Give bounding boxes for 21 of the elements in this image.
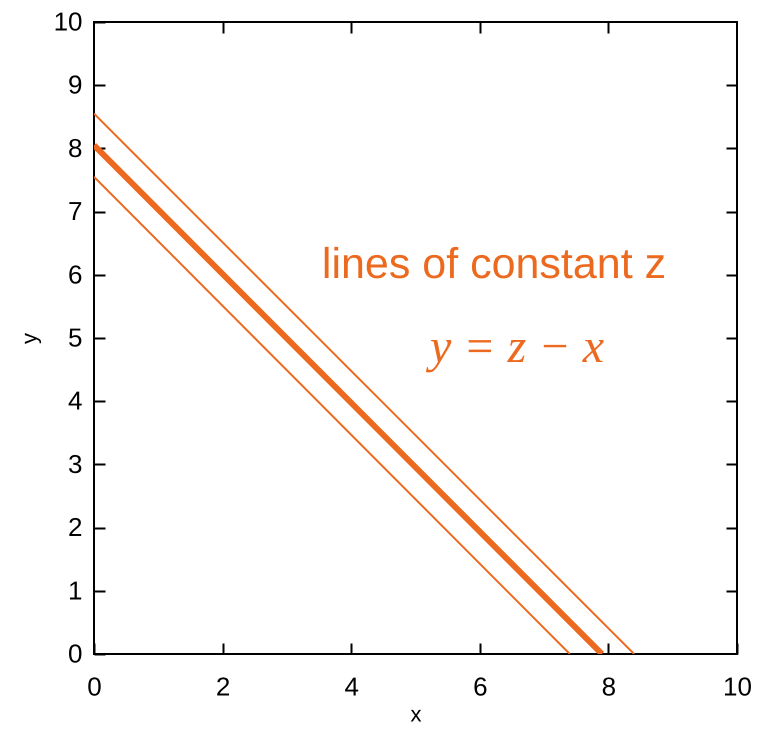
y-tick-label: 3 xyxy=(68,448,82,479)
y-tick-label: 1 xyxy=(68,575,82,606)
y-tick-label: 10 xyxy=(54,6,82,36)
y-tick-label: 0 xyxy=(68,638,82,668)
x-tick-label: 4 xyxy=(344,672,359,702)
y-axis-title: y xyxy=(16,333,42,344)
x-axis-title: x xyxy=(410,702,422,726)
y-tick-label: 6 xyxy=(68,259,82,290)
y-tick-label: 2 xyxy=(68,512,82,542)
x-tick-label: 8 xyxy=(602,672,616,702)
y-tick-label: 9 xyxy=(68,70,82,100)
y-tick-label: 8 xyxy=(68,132,82,163)
annotation: y = z − x xyxy=(424,320,604,373)
x-tick-label: 6 xyxy=(473,672,488,702)
y-tick-label: 4 xyxy=(68,386,82,416)
y-tick-label: 7 xyxy=(68,196,82,226)
annotation: lines of constant z xyxy=(322,240,666,288)
y-tick-label: 5 xyxy=(68,322,82,352)
x-tick-label: 10 xyxy=(723,672,752,702)
x-tick-label: 2 xyxy=(216,672,230,702)
x-tick-label: 0 xyxy=(87,672,102,702)
